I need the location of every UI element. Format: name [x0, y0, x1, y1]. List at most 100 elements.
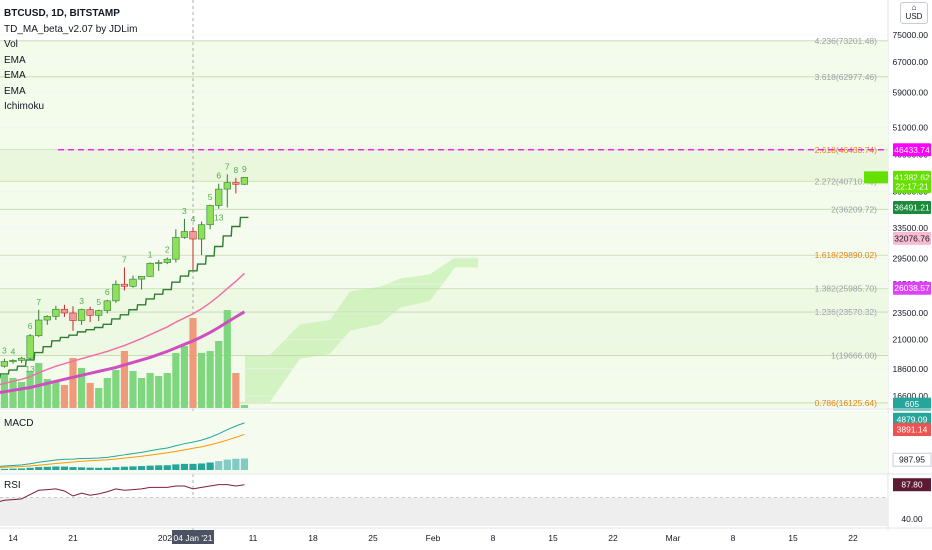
td-count-label: 5: [208, 192, 213, 202]
rsi-pane-label[interactable]: RSI: [4, 480, 21, 491]
ema-slow-line: [0, 310, 246, 394]
fib-level-label: 0.786(16125.64): [815, 398, 878, 408]
macd-hist-bar: [9, 468, 17, 470]
price-axis-tag-label: 36491.21: [894, 202, 930, 212]
price-axis-tag: [893, 143, 931, 157]
macd-hist-bar: [172, 464, 180, 470]
time-axis-tick: 22: [608, 533, 618, 543]
ema-fast-line: [0, 216, 249, 379]
macd-hist-bar: [215, 461, 223, 470]
indicator-ema-3[interactable]: EMA: [4, 85, 26, 97]
macd-hist-bar: [103, 467, 111, 470]
macd-hist-bar: [206, 462, 214, 470]
fib-level-label: 3.618(62977.46): [815, 72, 878, 82]
candle-body: [240, 177, 249, 185]
macd-hist-bar: [60, 466, 69, 470]
macd-line: [0, 422, 245, 467]
volume-bar: [223, 310, 231, 408]
indicator-ichimoku[interactable]: Ichimoku: [4, 101, 45, 112]
indicator-volume[interactable]: Vol: [4, 39, 18, 50]
time-axis-tick: 11: [249, 533, 258, 543]
candle-body: [95, 310, 103, 316]
volume-bar: [146, 373, 154, 408]
candle-body: [17, 357, 26, 361]
indicator-ema-1[interactable]: EMA: [4, 54, 26, 66]
fib-level-label: 2.618(46433.74): [815, 145, 878, 155]
macd-hist-bar: [163, 465, 171, 470]
macd-value-label: 987.95: [899, 455, 925, 465]
indicator-ema-2[interactable]: EMA: [4, 70, 26, 81]
td-count-label: 2: [165, 245, 170, 255]
candle-body: [0, 361, 9, 367]
volume-bar: [137, 378, 146, 408]
volume-bar: [197, 353, 206, 408]
volume-bar: [77, 368, 86, 408]
indicator-td-ma[interactable]: TD_MA_beta_v2.07 by JDLim: [4, 23, 138, 35]
candle-body: [26, 335, 34, 359]
macd-hist-bar: [43, 466, 51, 470]
td-count-label: 3: [79, 296, 84, 306]
volume-bar: [52, 381, 60, 408]
price-axis-tick: 29500.00: [893, 253, 929, 263]
fib-zone-band: [0, 288, 888, 356]
macd-hist-bar: [146, 465, 154, 470]
ichimoku-cloud: [245, 257, 478, 402]
td-count-label: 7: [122, 254, 127, 264]
volume-bar: [17, 382, 26, 408]
price-axis-tag-label: 32076.76: [894, 233, 930, 243]
fib-zone-band: [0, 209, 888, 256]
candle-body: [52, 308, 60, 317]
candle-body: [77, 309, 86, 321]
symbol-title[interactable]: BTCUSD, 1D, BITSTAMP: [4, 8, 120, 19]
candle-body: [69, 312, 77, 321]
td-count-label: 6: [216, 171, 221, 181]
candle-body: [223, 182, 231, 190]
volume-bar: [163, 373, 171, 408]
price-axis-tag-label: 46433.74: [894, 145, 930, 155]
volume-bar: [26, 371, 34, 408]
fib-level-label: 1.618(29890.02): [815, 250, 878, 260]
td-count-label: 1: [148, 249, 153, 259]
candle-body: [172, 237, 180, 260]
macd-hist-bar: [35, 467, 43, 470]
macd-hist-bar: [86, 467, 94, 470]
candle-body: [215, 188, 223, 206]
chart-legend: BTCUSD, 1D, BITSTAMP TD_MA_beta_v2.07 by…: [4, 6, 137, 115]
rsi-band: [0, 497, 888, 526]
td-count-label: 13: [25, 364, 35, 374]
fib-level-label: 2.272(40710.43): [815, 176, 878, 186]
td-count-label: 4: [191, 214, 196, 224]
price-axis-tick: 33500.00: [893, 223, 929, 233]
volume-bar: [86, 383, 94, 408]
volume-bar: [69, 358, 77, 408]
volume-bar: [120, 351, 129, 408]
td-count-label: 7: [225, 161, 230, 171]
candle-body: [120, 283, 129, 287]
macd-pane-label[interactable]: MACD: [4, 418, 34, 429]
candle-body: [86, 309, 94, 316]
macd-hist-bar: [155, 465, 163, 470]
volume-bar: [189, 318, 197, 408]
td-count-label: 3: [2, 346, 7, 356]
currency-badge[interactable]: ⌂ USD: [900, 2, 928, 24]
td-count-label: 9: [242, 164, 247, 174]
fib-zone-band: [0, 149, 888, 182]
volume-bar: [232, 373, 240, 408]
price-axis-tag-label: 26038.57: [894, 283, 930, 293]
volume-bar: [43, 379, 51, 408]
candle-body: [129, 278, 137, 287]
volume-bar: [112, 370, 120, 408]
time-axis-tick: 8: [491, 533, 496, 543]
macd-hist-bar: [240, 458, 249, 470]
macd-value-label: 4879.09: [897, 414, 928, 424]
volume-bar: [9, 378, 17, 408]
candle-body: [189, 231, 197, 240]
currency-label: USD: [905, 12, 923, 21]
td-count-label: 13: [214, 213, 224, 223]
macd-hist-bar: [69, 467, 77, 470]
macd-hist-bar: [197, 463, 206, 470]
price-axis-tag: [893, 231, 931, 245]
ema-mid-line: [0, 272, 245, 386]
rsi-value-label: 87.80: [901, 480, 923, 490]
